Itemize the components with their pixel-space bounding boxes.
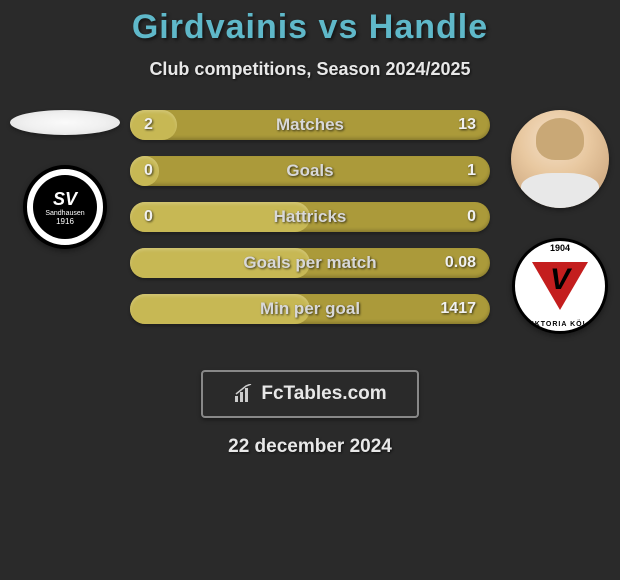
stat-right-value: 13 [458, 116, 476, 134]
stat-fill [130, 110, 177, 140]
left-column: SV Sandhausen 1916 [5, 110, 125, 249]
watermark-text: FcTables.com [261, 383, 386, 405]
watermark[interactable]: FcTables.com [201, 370, 419, 418]
stats-area: SV Sandhausen 1916 1904 VIKTORIA KÖLN 2 … [0, 110, 620, 360]
stat-row-mpg: Min per goal 1417 [130, 294, 490, 324]
player-photo-left [10, 110, 120, 135]
stat-left-value: 0 [144, 162, 153, 180]
infographic-container: Girdvainis vs Handle Club competitions, … [0, 0, 620, 458]
stat-row-hattricks: 0 Hattricks 0 [130, 202, 490, 232]
player-photo-right [511, 110, 609, 208]
right-column: 1904 VIKTORIA KÖLN [505, 110, 615, 334]
club-right-name: VIKTORIA KÖLN [515, 321, 605, 328]
stat-label: Matches [276, 115, 344, 135]
club-right-year: 1904 [515, 243, 605, 253]
stat-row-goals: 0 Goals 1 [130, 156, 490, 186]
stat-right-value: 1 [467, 162, 476, 180]
stat-row-matches: 2 Matches 13 [130, 110, 490, 140]
stat-label: Goals per match [243, 253, 376, 273]
page-title: Girdvainis vs Handle [0, 0, 620, 47]
subtitle: Club competitions, Season 2024/2025 [0, 59, 620, 80]
stat-label: Hattricks [274, 207, 347, 227]
stat-label: Goals [286, 161, 333, 181]
stat-label: Min per goal [260, 299, 360, 319]
club-left-abbrev: SV [53, 189, 77, 210]
stat-left-value: 2 [144, 116, 153, 134]
club-badge-left-inner: SV Sandhausen 1916 [33, 175, 97, 239]
chart-icon [233, 384, 255, 404]
stat-row-gpm: Goals per match 0.08 [130, 248, 490, 278]
club-left-year: 1916 [56, 217, 74, 226]
club-badge-left: SV Sandhausen 1916 [23, 165, 107, 249]
stat-right-value: 1417 [440, 300, 476, 318]
club-badge-right: 1904 VIKTORIA KÖLN [512, 238, 608, 334]
date-label: 22 december 2024 [0, 436, 620, 458]
stat-right-value: 0.08 [445, 254, 476, 272]
club-left-name: Sandhausen [45, 210, 84, 217]
stat-bars: 2 Matches 13 0 Goals 1 0 Hattricks 0 Goa… [130, 110, 490, 324]
stat-right-value: 0 [467, 208, 476, 226]
stat-left-value: 0 [144, 208, 153, 226]
